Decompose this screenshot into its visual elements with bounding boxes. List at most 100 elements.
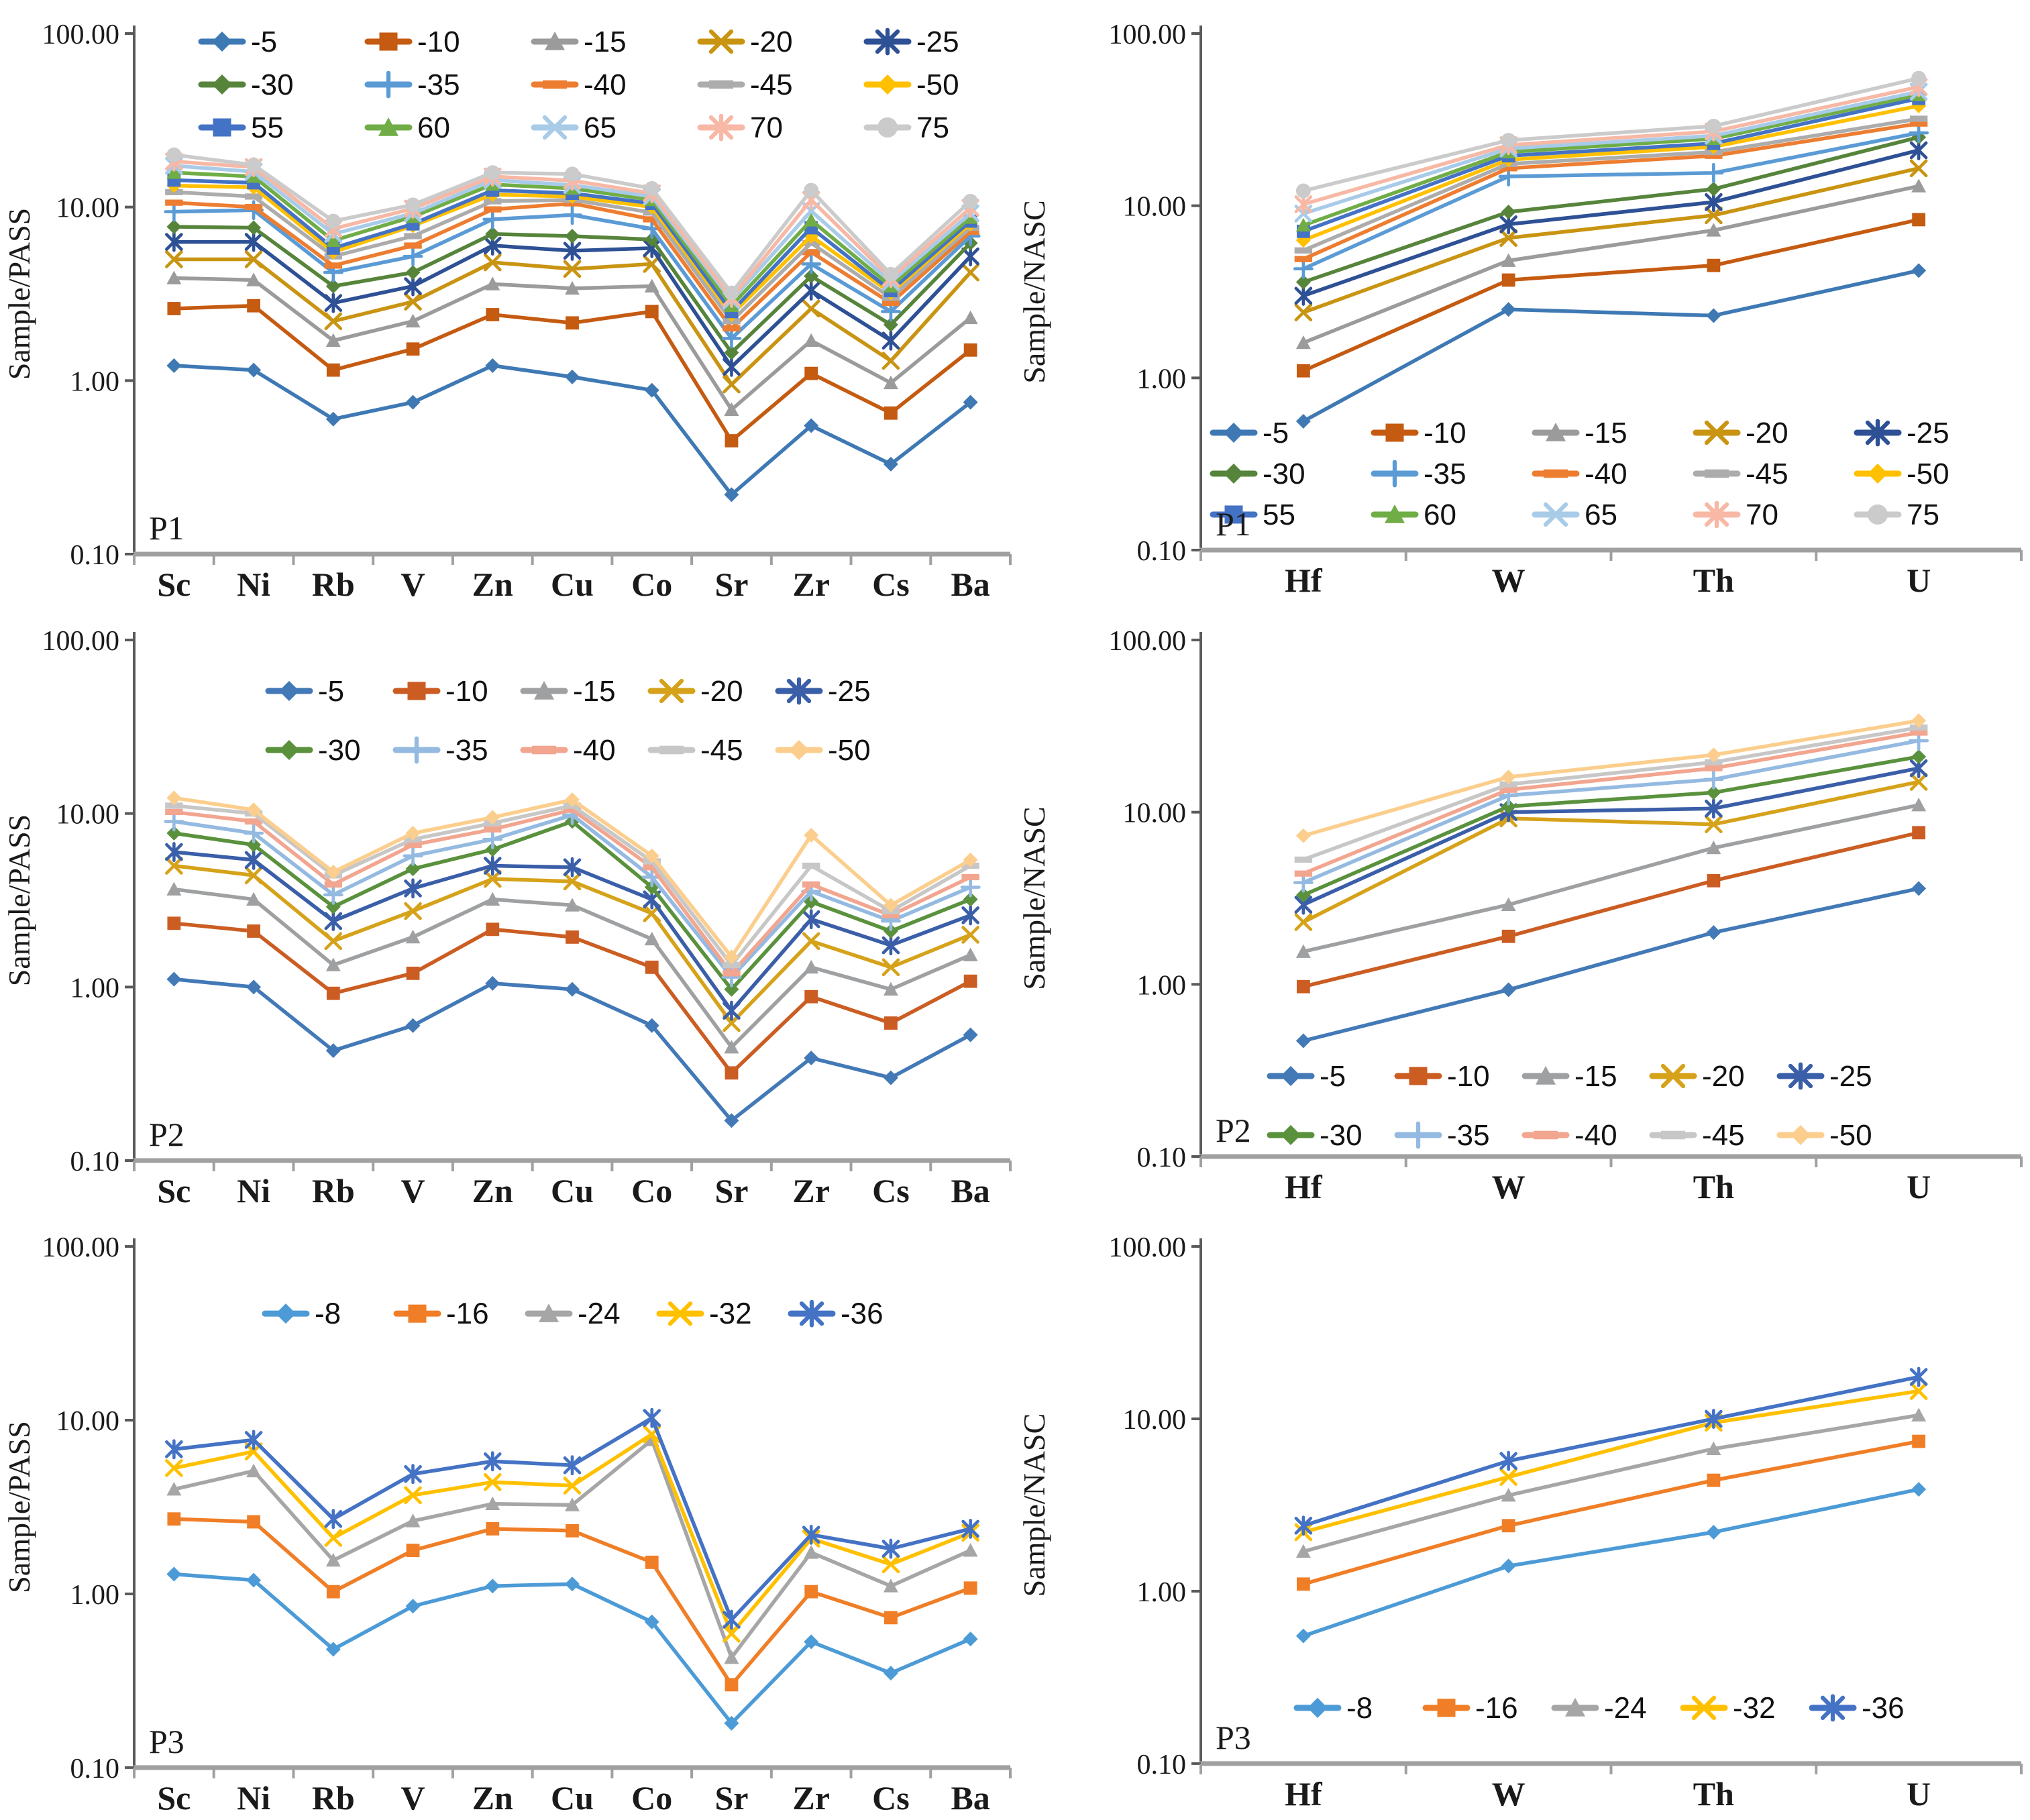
legend-item--45: -45 (1693, 458, 1788, 490)
triangle-marker (1295, 335, 1311, 350)
y-axis-title: Sample/PASS (2, 1421, 36, 1593)
dash-marker (723, 961, 741, 969)
series-line--30 (1301, 755, 1921, 897)
chart-p2-sample-nasc: 100.00 10.00 1.00 0.10 Hf W Th U Sample/NASC -5 -1… (1015, 606, 2030, 1213)
dash-marker (643, 864, 661, 871)
axes: 100.00 10.00 1.00 0.10 Sc Ni Rb V Zn Cu Co Sr Zr Cs Ba (42, 626, 1012, 1210)
diamond-marker (1501, 769, 1516, 785)
y-tick-label: 10.00 (1123, 192, 1187, 223)
dash-marker (723, 325, 741, 332)
legend-label--10: -10 (1424, 417, 1466, 449)
triangle-marker (724, 1040, 739, 1054)
x-category-label: Cs (872, 566, 910, 603)
diamond-marker (1706, 747, 1721, 763)
asterisk-marker (961, 1518, 979, 1539)
diamond-marker (1911, 749, 1927, 764)
asterisk-marker (404, 1464, 422, 1485)
diamond-marker (1501, 1558, 1516, 1574)
square-marker (1707, 258, 1721, 272)
diamond-marker (166, 826, 182, 841)
square-marker (406, 966, 420, 980)
y-tick-label: 0.10 (70, 1146, 120, 1177)
x-marker (1499, 229, 1517, 247)
square-marker (326, 986, 340, 1000)
square-legend-marker (408, 1304, 427, 1323)
diamond-marker (1706, 181, 1721, 197)
triangle-marker (1501, 253, 1516, 267)
x-category-label: Co (631, 1779, 672, 1817)
diamond-marker (1706, 308, 1721, 323)
asterisk-marker (1499, 1450, 1517, 1471)
square-marker (1501, 929, 1515, 943)
series-line--50 (1301, 104, 1921, 242)
legend-label--5: -5 (251, 25, 277, 58)
asterisk-marker (643, 1407, 661, 1428)
triangle-marker (405, 1513, 421, 1528)
dash-marker (1705, 152, 1723, 159)
dash-marker (1705, 765, 1723, 771)
legend: -5 -10 -15 -20 -25 -30 -35 -40 -45 -50 (1267, 1060, 1872, 1152)
asterisk-marker (882, 330, 900, 351)
diamond-marker (644, 1614, 659, 1629)
legend-item--5: -5 (198, 25, 277, 58)
diamond-marker (565, 1576, 580, 1592)
x-marker (723, 375, 741, 394)
series--8 (1295, 1482, 1927, 1644)
series--10 (1296, 213, 1926, 378)
asterisk-marker (1909, 140, 1928, 160)
x-category-label: Sc (157, 566, 191, 603)
diamond-marker (644, 848, 659, 863)
panel-label: P3 (149, 1723, 184, 1760)
x-category-label: Zn (472, 1172, 513, 1210)
plus-marker (1293, 872, 1314, 893)
x-category-label: Rb (312, 566, 355, 603)
diamond-legend-marker (789, 740, 809, 760)
series-line--15 (172, 276, 973, 412)
axes: 100.00 10.00 1.00 0.10 Hf W Th U (1109, 1232, 2023, 1813)
series-line--16 (1301, 1439, 1921, 1587)
legend-label--5: -5 (1320, 1060, 1346, 1093)
series-line--35 (1301, 739, 1921, 885)
series--50 (166, 790, 978, 965)
legend-item--5: -5 (265, 675, 344, 708)
legend-label--45: -45 (1746, 458, 1788, 490)
axes: 100.00 10.00 1.00 0.10 Hf W Th U (1109, 19, 2023, 599)
plus-marker (960, 877, 981, 898)
asterisk-legend-marker (875, 28, 900, 56)
asterisk-legend-marker (1788, 1062, 1813, 1090)
plus-legend-marker (403, 736, 431, 764)
dash-marker (961, 873, 979, 881)
x-legend-marker (1660, 1063, 1686, 1089)
circle-marker (485, 165, 500, 180)
series--8 (166, 1566, 978, 1731)
x-marker (1499, 1468, 1517, 1486)
dash-marker (802, 862, 820, 869)
series-group (1293, 70, 1929, 429)
asterisk-marker (1705, 798, 1723, 819)
circle-marker (724, 285, 739, 301)
x-legend-marker (542, 115, 568, 140)
x-category-label: Sr (714, 1779, 748, 1817)
dash-marker (1909, 120, 1928, 127)
y-axis-title: Sample/PASS (2, 208, 36, 380)
x-marker (483, 253, 502, 272)
legend-label--16: -16 (446, 1297, 489, 1330)
triangle-marker (1295, 1544, 1311, 1558)
diamond-marker (246, 1572, 262, 1588)
legend-item--32: -32 (656, 1297, 752, 1330)
series--40 (165, 806, 979, 977)
x-category-label: Cu (551, 566, 594, 603)
diamond-marker (325, 864, 341, 879)
plus-marker (1293, 258, 1314, 279)
x-marker (1909, 773, 1928, 791)
chart-p3-sample-nasc: 100.00 10.00 1.00 0.10 Hf W Th U Sample/NASC -8 -1… (1015, 1213, 2030, 1820)
series-line--32 (1301, 1389, 1921, 1534)
diamond-marker (1911, 1482, 1927, 1497)
square-marker (486, 922, 500, 936)
triangle-marker (166, 270, 182, 284)
diamond-marker (485, 226, 500, 242)
asterisk-marker (244, 849, 263, 870)
series--5 (166, 358, 978, 502)
x-legend-marker (1704, 420, 1729, 445)
circle-marker (166, 147, 182, 162)
